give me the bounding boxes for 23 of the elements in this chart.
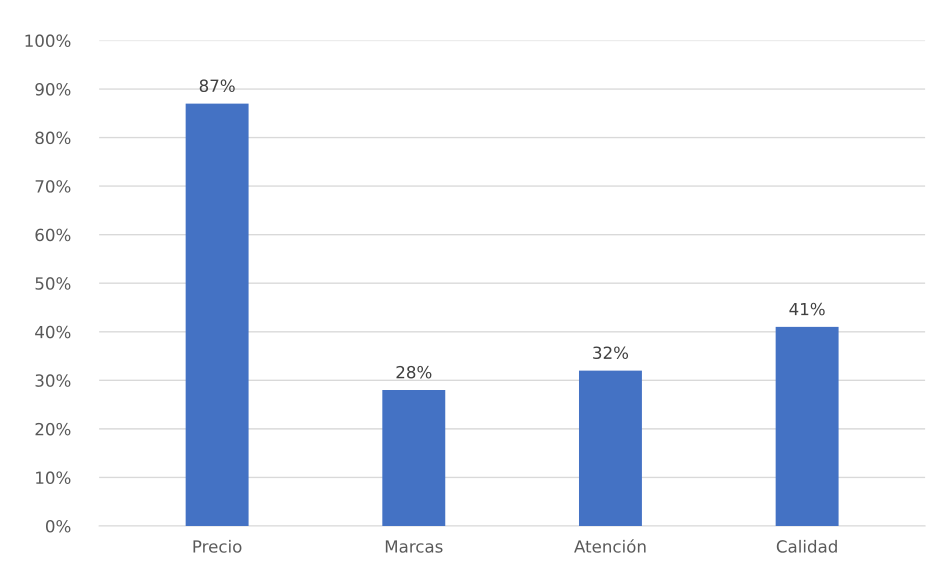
bar [382,390,446,526]
y-tick-label: 60% [35,228,70,242]
x-tick-label: Marcas [386,540,443,553]
y-tick-label: 90% [35,82,70,96]
y-tick-label: 70% [36,180,70,193]
x-tick-label: Precio [194,540,242,553]
y-tick-label: 80% [35,132,70,144]
x-tick-label: Calidad [776,540,837,553]
data-label: 41% [789,302,825,316]
y-tick-label: 10% [36,471,70,484]
y-tick-label: 30% [36,374,70,387]
data-label: 28% [396,366,432,378]
data-label: 32% [593,346,628,360]
data-label: 87% [200,79,235,92]
y-tick-label: 50% [36,277,70,290]
x-tick-label: Atención [574,539,646,553]
y-tick-label: 100% [26,34,70,48]
y-tick-label: 0% [46,520,70,533]
bar [186,104,249,526]
y-tick-label: 20% [36,422,70,436]
bar [776,326,839,526]
y-tick-label: 40% [35,326,70,338]
bar [578,370,642,526]
